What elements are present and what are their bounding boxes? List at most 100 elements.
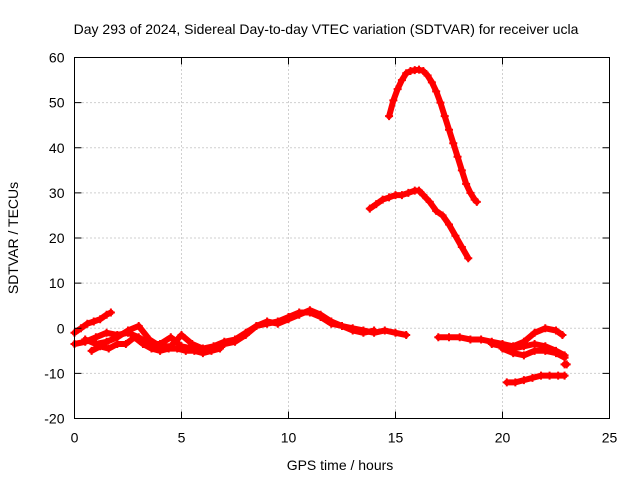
data-point [397,76,406,85]
data-point [562,360,571,369]
chart-title: Day 293 of 2024, Sidereal Day-to-day VTE… [74,21,579,37]
data-point [445,220,453,229]
data-point [552,326,560,335]
data-point [509,349,518,358]
data-point [198,349,207,358]
data-point [327,317,336,326]
data-point [432,206,441,215]
data-point [348,326,357,335]
data-point [263,317,272,326]
data-point [423,71,432,80]
data-point [440,112,449,121]
data-point [106,308,115,317]
data-point [389,96,398,105]
data-point [427,78,436,87]
data-point [147,344,156,353]
data-point [402,69,411,78]
data-point [83,319,92,328]
data-point [530,328,539,337]
x-tick-label: 15 [388,430,404,446]
x-tick-label: 10 [281,430,297,446]
data-series-arc-3 [82,307,378,352]
x-axis-label: GPS time / hours [287,457,394,473]
x-tick-label: 0 [71,430,79,446]
data-point [113,340,122,349]
data-point [541,346,550,355]
data-point [164,344,173,353]
data-point [558,331,567,340]
data-point [451,231,460,240]
data-point [445,125,453,134]
data-point [453,152,462,161]
data-point [385,112,394,121]
data-point [528,373,537,382]
data-point [241,328,250,337]
y-tick-label: 30 [49,185,65,201]
y-tick-label: -20 [44,411,64,427]
data-point [87,346,96,355]
data-point [96,315,105,324]
data-point [138,340,147,349]
data-point [472,197,481,206]
data-point [415,65,424,74]
data-point [449,139,458,148]
data-point [457,243,466,252]
data-point [295,310,304,319]
data-point [216,344,225,353]
data-point [404,188,413,197]
data-point [89,317,98,326]
data-point [552,349,560,358]
data-point [181,346,190,355]
data-point [121,340,130,349]
data-point [545,371,554,380]
data-point [466,188,475,197]
data-point [498,344,507,353]
axis-ticks: 0 5 10 15 20 25 -20 -10 0 10 20 30 40 50 60 [44,50,617,446]
data-point [402,331,411,340]
data-point [445,333,453,342]
data-point [305,306,314,315]
data-point [541,324,550,333]
data-point [284,315,293,324]
y-tick-label: 60 [49,50,65,66]
grid [74,57,610,419]
data-series-arc-4 [88,334,223,357]
data-point [380,326,389,335]
data-point [477,335,486,344]
data-point [91,333,100,342]
y-axis-label: SDTVAR / TECUs [5,182,21,294]
data-point [391,328,400,337]
data-point [432,87,441,96]
data-point [511,378,520,387]
data-point [177,331,186,340]
data-point [145,335,154,344]
data-point [438,211,447,220]
data-point [190,346,199,355]
data-point [166,333,175,342]
data-point [560,353,569,362]
data-point [419,67,428,76]
data-points [70,65,571,387]
data-point [359,328,368,337]
data-point [397,191,406,200]
data-point [102,310,111,319]
data-point [457,166,466,175]
data-point [378,195,387,204]
data-point [370,326,379,335]
data-point [385,193,394,202]
data-point [425,197,434,206]
data-point [365,204,374,213]
data-point [231,335,239,344]
data-point [316,310,325,319]
x-tick-label: 25 [602,430,618,446]
data-point [188,340,197,349]
data-point [464,254,473,263]
data-point [124,326,132,335]
data-point [96,342,105,351]
data-point [156,346,165,355]
y-tick-label: 20 [49,230,65,246]
data-point [462,179,471,188]
data-point [519,342,528,351]
data-point [519,376,528,385]
